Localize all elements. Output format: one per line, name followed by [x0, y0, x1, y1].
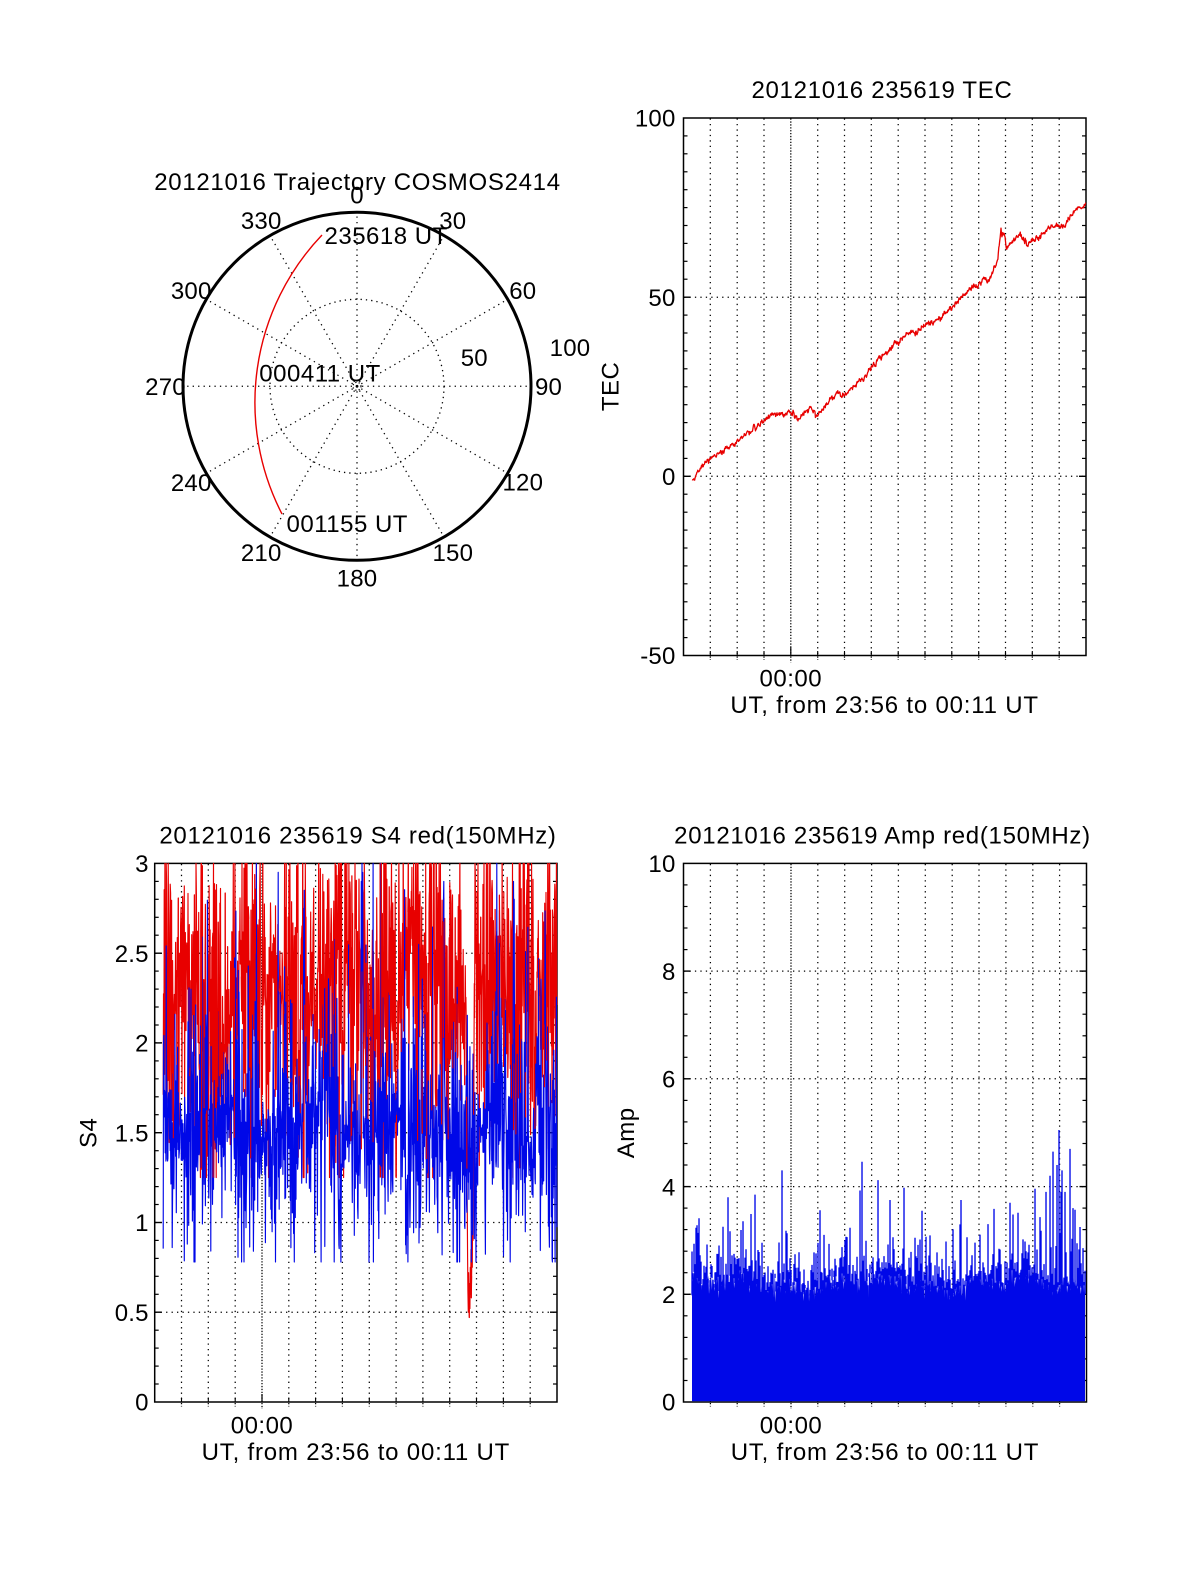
svg-text:100: 100: [635, 106, 676, 133]
svg-text:UT, from 23:56 to 00:11 UT: UT, from 23:56 to 00:11 UT: [202, 1439, 510, 1466]
svg-text:300: 300: [171, 278, 212, 305]
svg-text:20121016 235619 S4 red(150MHz): 20121016 235619 S4 red(150MHz): [159, 822, 556, 849]
svg-text:-50: -50: [640, 643, 675, 670]
svg-text:000411 UT: 000411 UT: [259, 361, 380, 388]
svg-text:00:00: 00:00: [760, 666, 823, 693]
svg-text:1: 1: [135, 1210, 149, 1237]
svg-text:50: 50: [461, 345, 488, 372]
svg-text:UT, from 23:56 to 00:11 UT: UT, from 23:56 to 00:11 UT: [730, 692, 1038, 719]
svg-text:120: 120: [502, 470, 543, 497]
svg-text:10: 10: [648, 851, 675, 878]
svg-text:150: 150: [432, 540, 473, 567]
svg-text:S4: S4: [76, 1118, 103, 1148]
svg-text:210: 210: [241, 540, 282, 567]
svg-text:00:00: 00:00: [231, 1413, 294, 1440]
svg-text:50: 50: [648, 285, 675, 312]
svg-text:20121016 Trajectory COSMOS2414: 20121016 Trajectory COSMOS2414: [154, 169, 561, 196]
svg-text:0: 0: [350, 183, 364, 210]
svg-text:0: 0: [662, 1390, 676, 1417]
svg-text:2: 2: [135, 1031, 149, 1058]
svg-text:90: 90: [535, 374, 562, 401]
svg-text:20121016 235619 TEC: 20121016 235619 TEC: [751, 77, 1012, 104]
svg-text:1.5: 1.5: [115, 1120, 149, 1147]
svg-text:00:00: 00:00: [760, 1413, 823, 1440]
svg-text:0.5: 0.5: [115, 1300, 149, 1327]
svg-text:TEC: TEC: [598, 362, 625, 412]
svg-text:6: 6: [662, 1067, 676, 1094]
svg-text:60: 60: [509, 278, 536, 305]
svg-text:001155 UT: 001155 UT: [287, 511, 408, 538]
svg-text:3: 3: [135, 851, 149, 878]
svg-text:8: 8: [662, 959, 676, 986]
svg-text:4: 4: [662, 1174, 676, 1201]
svg-text:100: 100: [550, 335, 591, 362]
svg-text:Amp: Amp: [613, 1107, 640, 1158]
svg-text:UT, from 23:56 to 00:11 UT: UT, from 23:56 to 00:11 UT: [731, 1439, 1039, 1466]
svg-text:330: 330: [241, 208, 282, 235]
svg-text:2: 2: [662, 1282, 676, 1309]
svg-text:270: 270: [145, 374, 186, 401]
svg-text:0: 0: [135, 1390, 149, 1417]
svg-text:2.5: 2.5: [115, 941, 149, 968]
svg-text:240: 240: [171, 470, 212, 497]
svg-text:20121016 235619 Amp red(150MHz: 20121016 235619 Amp red(150MHz): [674, 822, 1091, 849]
svg-text:30: 30: [439, 208, 466, 235]
svg-text:235618 UT: 235618 UT: [325, 223, 448, 250]
svg-text:0: 0: [662, 464, 676, 491]
svg-text:180: 180: [337, 566, 378, 593]
